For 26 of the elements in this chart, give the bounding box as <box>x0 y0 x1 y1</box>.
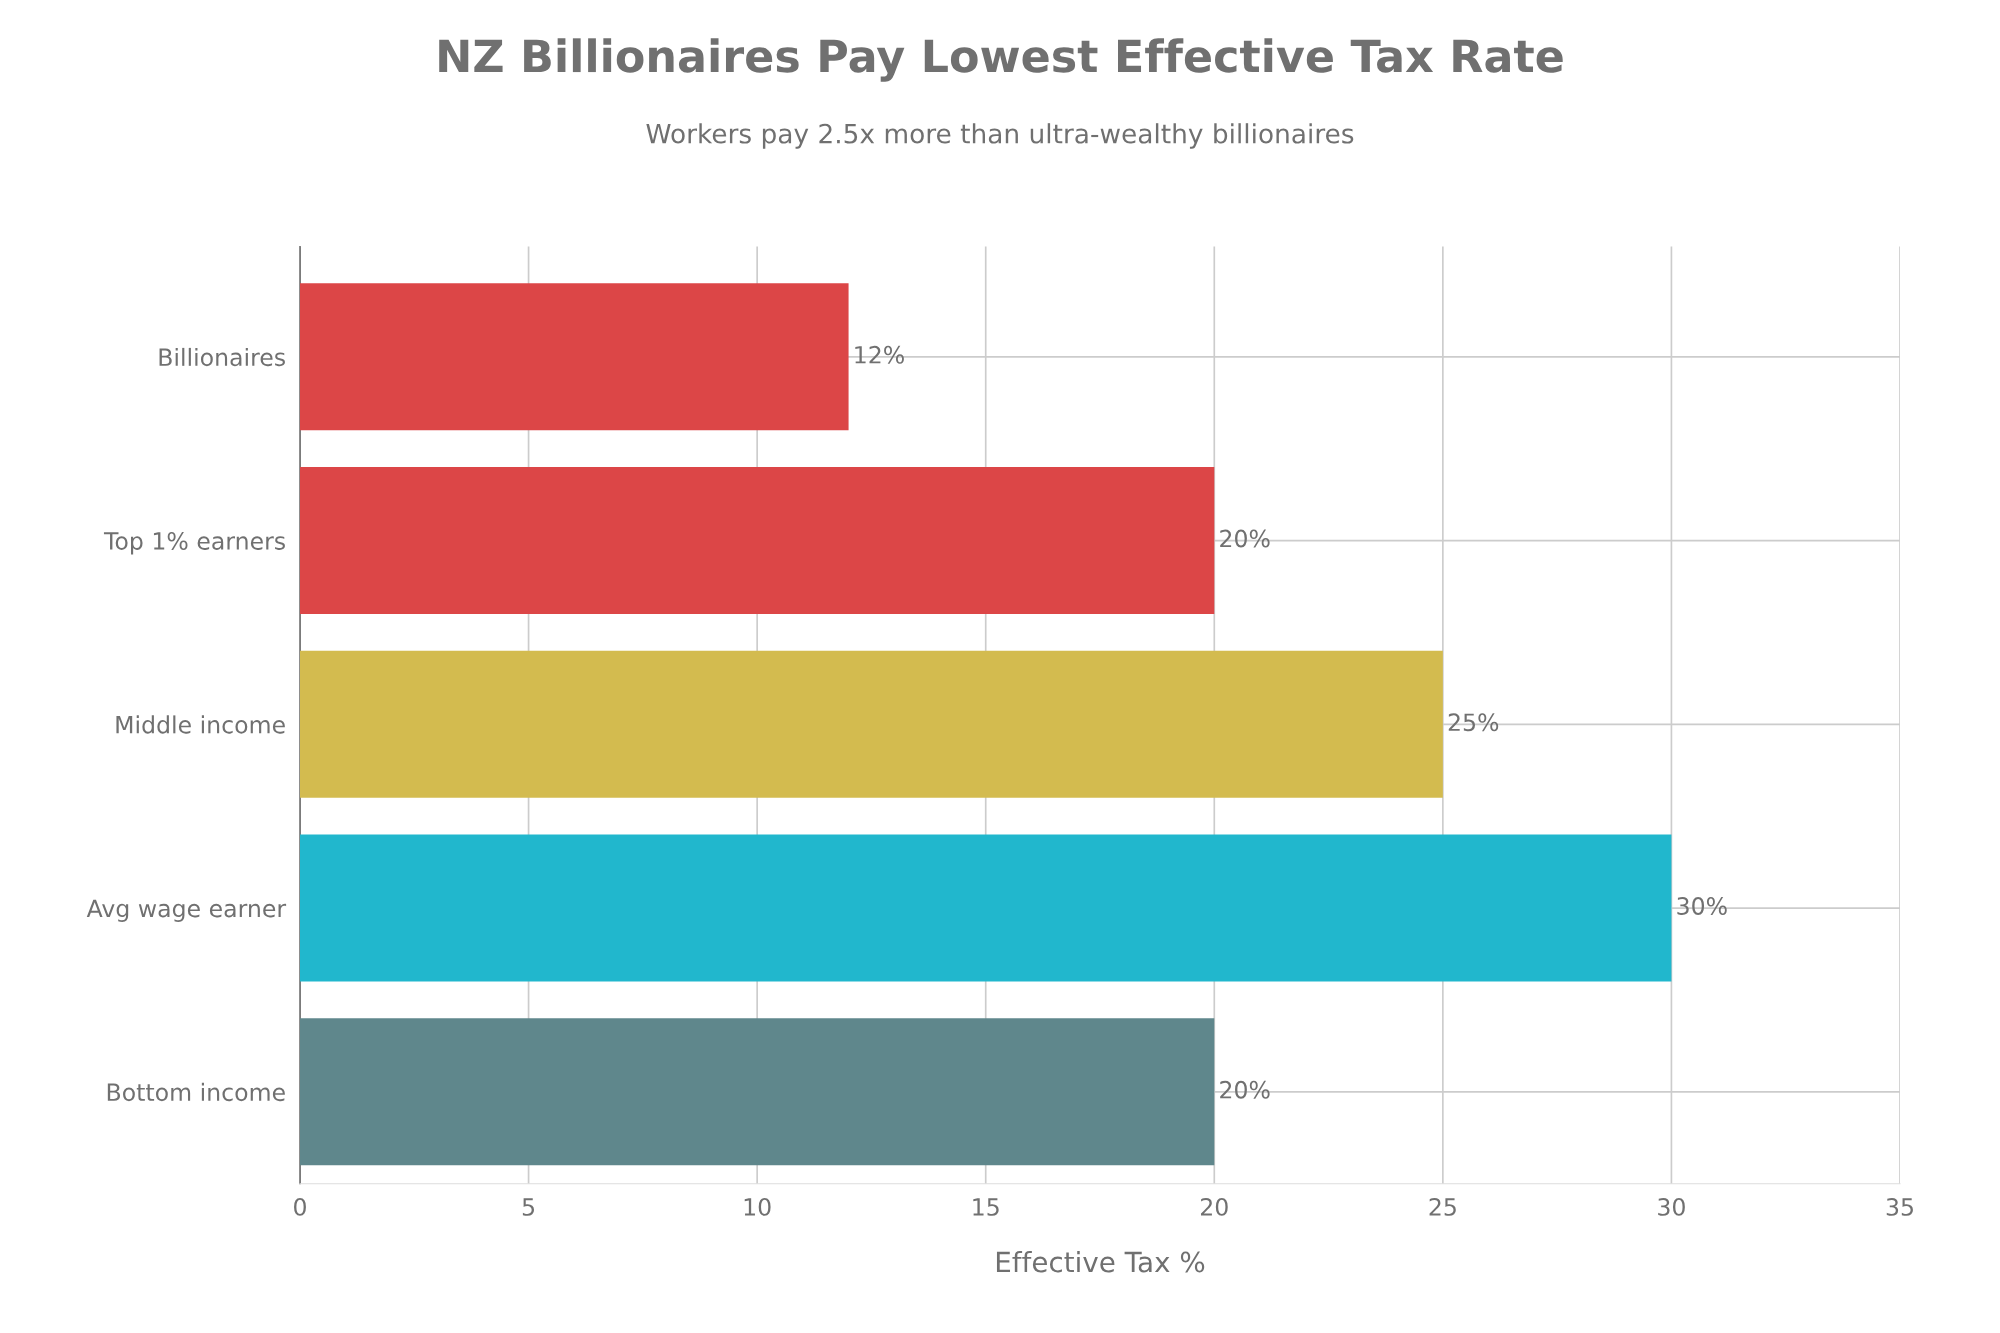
x-tick-label: 0 <box>294 1198 306 1216</box>
bar <box>300 834 1672 982</box>
data-label: 25% <box>1448 713 1499 732</box>
bar <box>300 283 849 431</box>
x-tick-label: 25 <box>1429 1198 1456 1216</box>
data-label: 20% <box>1220 529 1270 548</box>
chart-subtitle: Workers pay 2.5x more than ultra-wealthy billionaires <box>646 123 1354 149</box>
y-tick-label: Middle income <box>116 715 285 734</box>
x-axis-title: Effective Tax % <box>996 1251 1205 1273</box>
x-tick-label: 15 <box>973 1198 999 1216</box>
x-tick-label: 10 <box>744 1198 771 1216</box>
bar <box>300 1018 1215 1166</box>
data-label: 30% <box>1677 897 1727 915</box>
x-tick-label: 35 <box>1886 1198 1913 1216</box>
bar <box>300 650 1443 798</box>
x-tick-label: 30 <box>1658 1198 1685 1216</box>
x-tick-label: 20 <box>1200 1198 1228 1216</box>
chart-title: NZ Billionaires Pay Lowest Effective Tax Rate <box>439 38 1563 82</box>
data-label: 20% <box>1220 1080 1270 1099</box>
bar <box>300 467 1215 615</box>
x-tick-label: 5 <box>522 1198 535 1216</box>
y-tick-label: Avg wage earner <box>86 899 287 922</box>
data-label: 12% <box>855 345 904 364</box>
y-tick-label: Top 1% earners <box>103 532 285 555</box>
y-tick-label: Bottom income <box>107 1082 285 1102</box>
y-tick-label: Billionaires <box>159 347 285 367</box>
